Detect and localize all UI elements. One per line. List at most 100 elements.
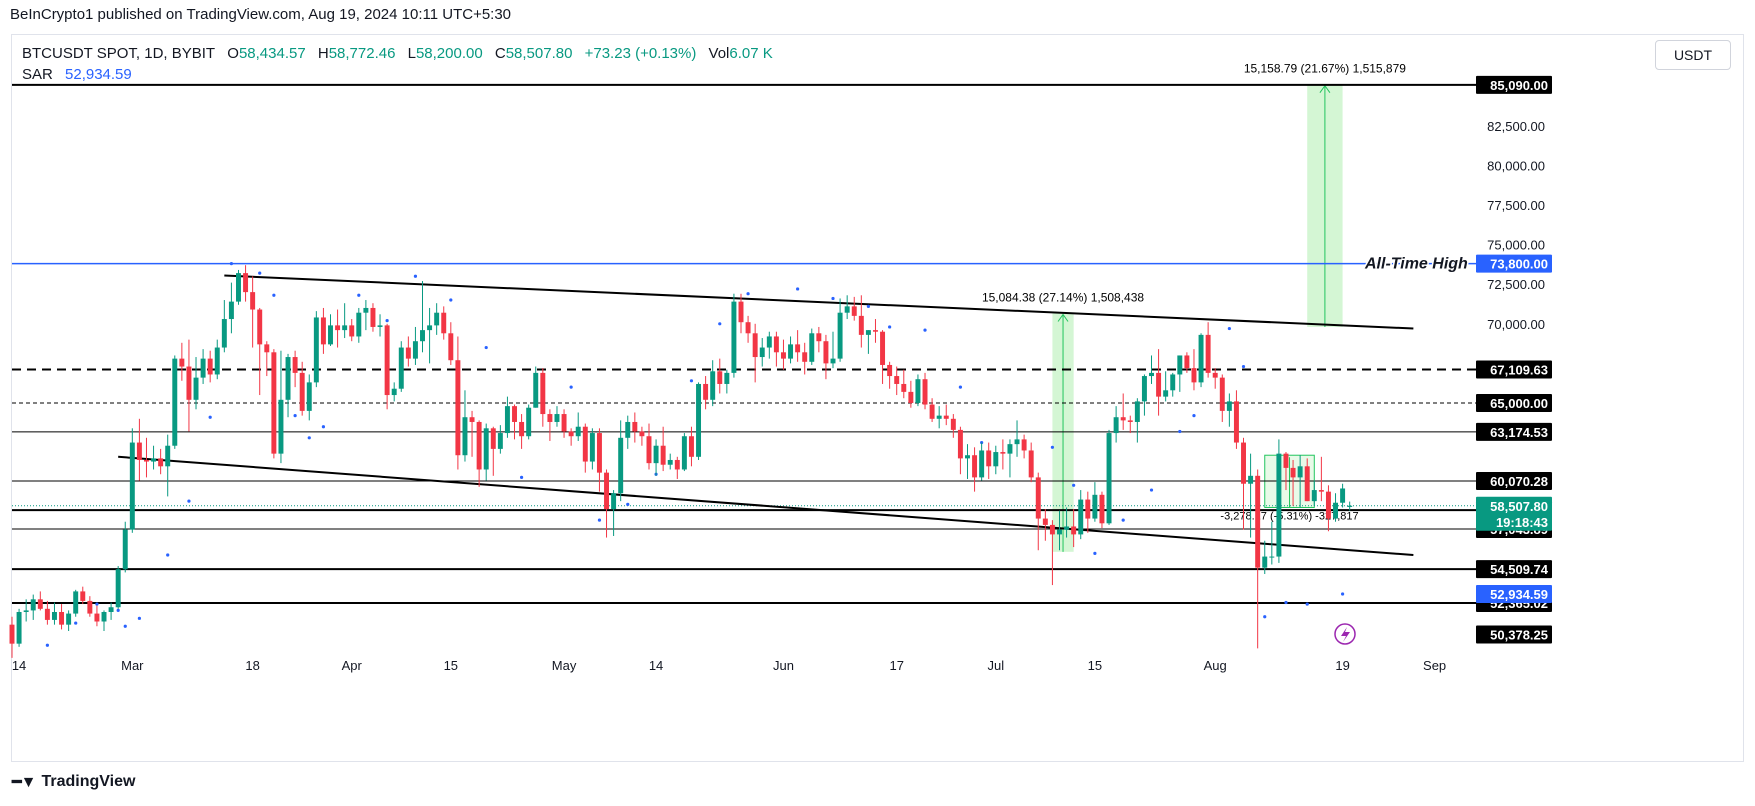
candle-body xyxy=(313,317,319,383)
trendline-1[interactable] xyxy=(118,455,1414,556)
candle-body xyxy=(1064,526,1070,530)
candle-body xyxy=(236,273,241,302)
sar-point xyxy=(1178,429,1182,434)
candle-body xyxy=(667,459,673,465)
y-tick-label: 82,500.00 xyxy=(1487,119,1545,134)
candle-body xyxy=(44,608,50,620)
candle-body xyxy=(257,309,263,345)
candle-body xyxy=(865,330,871,335)
candle-body xyxy=(122,529,128,570)
level-tag-1: 73,800.00 xyxy=(1490,257,1548,272)
candle-body xyxy=(1071,526,1077,535)
sar-point xyxy=(116,608,120,613)
candle-body xyxy=(1085,499,1091,519)
candle-body xyxy=(887,364,893,377)
candle-body xyxy=(207,358,213,375)
candle-body xyxy=(696,383,702,457)
candle-body xyxy=(1127,420,1133,422)
candle-body xyxy=(342,325,348,331)
sar-point xyxy=(95,602,99,606)
legend-vol-label: Vol xyxy=(708,45,730,62)
tradingview-logo[interactable]: ━▼ TradingView xyxy=(12,772,135,792)
y-tick-label: 77,500.00 xyxy=(1487,198,1545,213)
candle-body xyxy=(1149,372,1154,377)
sar-tag-bg xyxy=(1476,585,1552,604)
candle-body xyxy=(1177,355,1183,375)
candle-body xyxy=(1248,475,1254,484)
legend-sar-row[interactable]: SAR 52,934.59 xyxy=(22,64,773,85)
candle-body xyxy=(1049,524,1055,535)
sar-point xyxy=(258,271,262,275)
candle-body xyxy=(250,292,256,310)
candle-body xyxy=(844,306,850,313)
x-tick-label: 14 xyxy=(12,658,26,673)
candle-body xyxy=(1311,490,1317,502)
legend-change: +73.23 (+0.13%) xyxy=(584,45,697,62)
candle-body xyxy=(703,383,709,400)
candle-body xyxy=(51,611,57,620)
candle-body xyxy=(1297,466,1303,478)
sar-point xyxy=(1072,483,1076,487)
candle-body xyxy=(136,442,142,460)
candle-body xyxy=(901,383,907,392)
candle-body xyxy=(589,433,595,462)
candle-body xyxy=(1205,334,1211,373)
legend-high: 58,772.46 xyxy=(328,45,396,62)
candle-body xyxy=(1120,417,1126,421)
sar-point xyxy=(597,518,602,522)
candle-body xyxy=(278,399,284,454)
level-tag-0: 85,090.00 xyxy=(1490,78,1548,93)
candle-body xyxy=(858,315,864,335)
candle-body xyxy=(880,331,886,365)
candle-body xyxy=(179,358,185,367)
level-tag-3: 65,000.00 xyxy=(1490,396,1548,411)
candle-body xyxy=(1226,401,1232,411)
candle-body xyxy=(328,325,333,345)
sar-point xyxy=(718,322,722,326)
ath-label[interactable]: All-Time High xyxy=(1363,254,1470,274)
sar-point xyxy=(1149,488,1154,492)
candle-body xyxy=(490,428,496,449)
candle-body xyxy=(625,421,631,438)
sar-point xyxy=(272,293,276,297)
currency-button[interactable]: USDT xyxy=(1655,40,1731,70)
legend-sar-label: SAR xyxy=(22,66,53,83)
publisher-line: BeInCrypto1 published on TradingView.com… xyxy=(10,6,512,23)
trendline-0[interactable] xyxy=(224,274,1414,330)
candle-body xyxy=(830,358,836,364)
candle-body xyxy=(285,357,291,400)
sar-point xyxy=(1305,602,1309,606)
sar-point xyxy=(229,262,234,266)
x-tick-label: May xyxy=(552,658,577,673)
sar-point xyxy=(74,621,78,625)
sar-point xyxy=(307,436,311,440)
sar-point xyxy=(357,293,361,297)
candle-body xyxy=(936,415,942,419)
sar-point xyxy=(137,616,141,620)
candle-body xyxy=(30,599,36,611)
candle-body xyxy=(1042,518,1048,525)
sar-point xyxy=(1284,600,1288,605)
lightning-icon[interactable] xyxy=(1334,623,1356,645)
legend-symbol[interactable]: BTCUSDT SPOT, 1D, BYBIT xyxy=(22,45,216,62)
x-tick-label: 14 xyxy=(649,658,663,673)
tradingview-logo-icon: ━▼ xyxy=(12,774,36,791)
candle-body xyxy=(66,613,72,625)
sar-point xyxy=(413,274,418,278)
sar-point xyxy=(958,385,963,389)
candle-body xyxy=(462,417,468,456)
candle-body xyxy=(809,333,815,362)
candle-body xyxy=(802,352,808,362)
legend-close: 58,507.80 xyxy=(505,45,573,62)
candle-body xyxy=(1269,556,1275,558)
level-tag-4-bg xyxy=(1476,422,1552,441)
candle-body xyxy=(412,341,418,359)
level-tag-10-bg xyxy=(1476,625,1552,644)
sar-point xyxy=(1192,414,1196,418)
candle-body xyxy=(1113,417,1119,434)
legend-sar-value: 52,934.59 xyxy=(65,66,132,83)
candle-body xyxy=(596,433,602,473)
candle-body xyxy=(320,317,326,345)
candle-body xyxy=(129,442,135,530)
